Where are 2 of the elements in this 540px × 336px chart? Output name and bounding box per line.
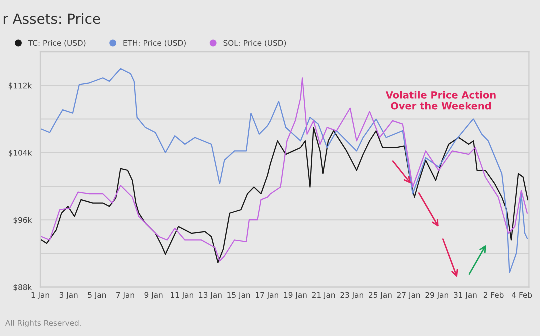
chart-title: r Assets: Price xyxy=(4,13,100,24)
annotation: Volatile Price Action Over the Weekend xyxy=(386,91,496,110)
